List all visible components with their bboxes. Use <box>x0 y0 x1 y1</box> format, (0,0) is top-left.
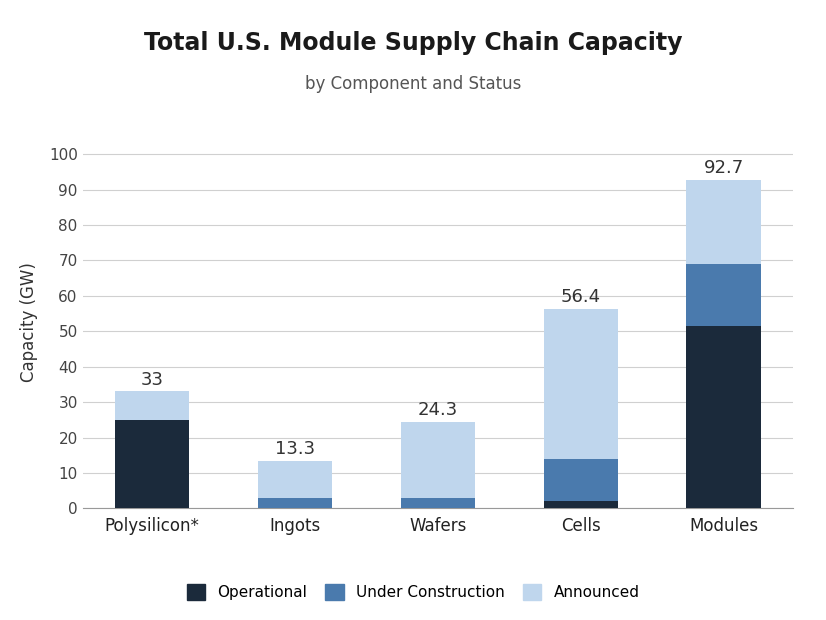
Bar <box>544 309 618 459</box>
Text: 33: 33 <box>140 371 164 389</box>
Bar <box>544 502 618 508</box>
Text: 56.4: 56.4 <box>561 288 601 306</box>
Bar <box>686 326 761 508</box>
Bar <box>686 264 761 326</box>
Text: by Component and Status: by Component and Status <box>305 74 521 93</box>
Bar <box>401 422 475 498</box>
Bar <box>258 498 332 508</box>
Bar <box>115 391 189 420</box>
Bar <box>115 420 189 508</box>
Bar <box>544 459 618 502</box>
Y-axis label: Capacity (GW): Capacity (GW) <box>20 262 38 383</box>
Text: 24.3: 24.3 <box>418 402 458 420</box>
Legend: Operational, Under Construction, Announced: Operational, Under Construction, Announc… <box>187 584 639 600</box>
Bar <box>401 498 475 508</box>
Bar <box>686 180 761 264</box>
Text: 92.7: 92.7 <box>704 159 743 177</box>
Bar <box>258 461 332 498</box>
Text: Total U.S. Module Supply Chain Capacity: Total U.S. Module Supply Chain Capacity <box>144 32 682 55</box>
Text: 13.3: 13.3 <box>275 440 315 458</box>
